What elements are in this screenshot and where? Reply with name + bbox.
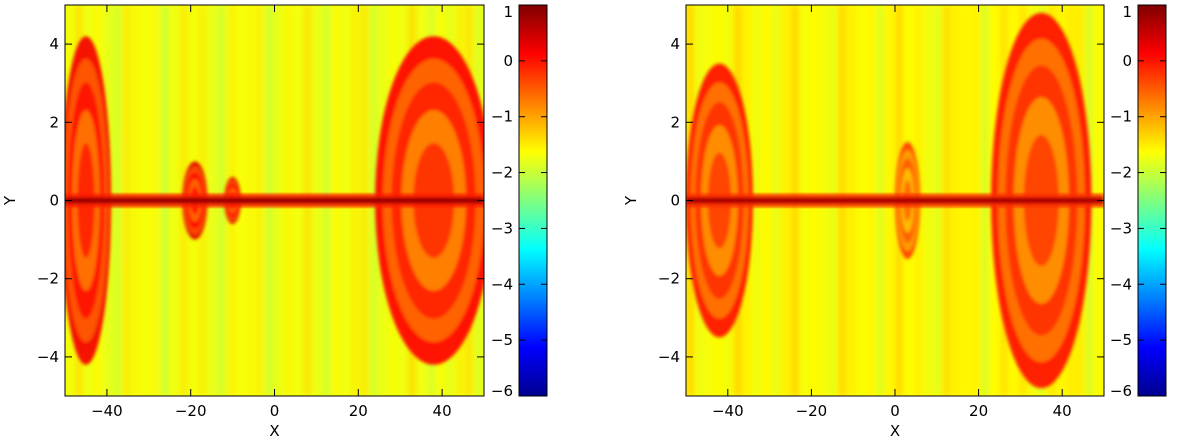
y-tick-label: 4 [670,35,680,53]
colorbar-tick-label: −3 [491,219,513,237]
colorbar-tick-label: −6 [1110,382,1132,400]
y-tick-label: −2 [37,270,59,288]
heatmap-2 [686,5,1104,396]
colorbar-2: 1 0 −1 −2 −3 −4 −5 −6 [1110,3,1167,400]
colorbar-tick-label: 0 [503,52,513,70]
y-tick-label: −4 [37,348,59,366]
colorbar-tick-label: −3 [1110,219,1132,237]
colorbar-tick-label: −4 [1110,275,1132,293]
y-tick-label: 2 [49,113,59,131]
current-sheet-core [65,197,484,204]
y-tick-label: 0 [49,192,59,210]
colorbar-tick-label: −4 [491,275,513,293]
colorbar-tick-label: −1 [491,108,513,126]
current-sheet [65,193,484,208]
colorbar-tick-label: −6 [491,382,513,400]
current-sheet [686,193,1104,208]
colorbar-tick-label: 0 [1122,52,1132,70]
x-tick-label: −40 [91,402,123,420]
x-tick-label: 40 [1053,402,1072,420]
y-tick-label: 2 [670,113,680,131]
x-tick-label: 0 [890,402,900,420]
colorbar-tick-label: −2 [491,164,513,182]
heatmap-1 [65,5,484,396]
y-tick-label: −4 [658,348,680,366]
colorbar-gradient [518,4,548,397]
y-tick-label: 4 [49,35,59,53]
y-tick-label: 0 [670,192,680,210]
current-sheet-core [686,197,1104,204]
colorbar-1: 1 0 −1 −2 −3 −4 −5 −6 [491,3,548,400]
colorbar-tick-label: 1 [1122,3,1132,21]
y-tick-label: −2 [658,270,680,288]
x-tick-label: 40 [433,402,452,420]
colorbar-tick-label: −1 [1110,108,1132,126]
colorbar-tick-label: −2 [1110,164,1132,182]
colorbar-gradient [1137,4,1167,397]
y-axis-label: Y [1,195,19,206]
colorbar-tick-label: −5 [491,331,513,349]
x-tick-label: 0 [270,402,280,420]
x-tick-label: −40 [712,402,744,420]
x-tick-label: 20 [349,402,368,420]
y-axis-label: Y [622,195,640,206]
x-axis-label: X [269,422,279,440]
x-tick-label: −20 [796,402,828,420]
colorbar-tick-label: 1 [503,3,513,21]
x-tick-label: −20 [175,402,207,420]
x-axis-label: X [890,422,900,440]
colorbar-tick-label: −5 [1110,331,1132,349]
x-tick-label: 20 [969,402,988,420]
